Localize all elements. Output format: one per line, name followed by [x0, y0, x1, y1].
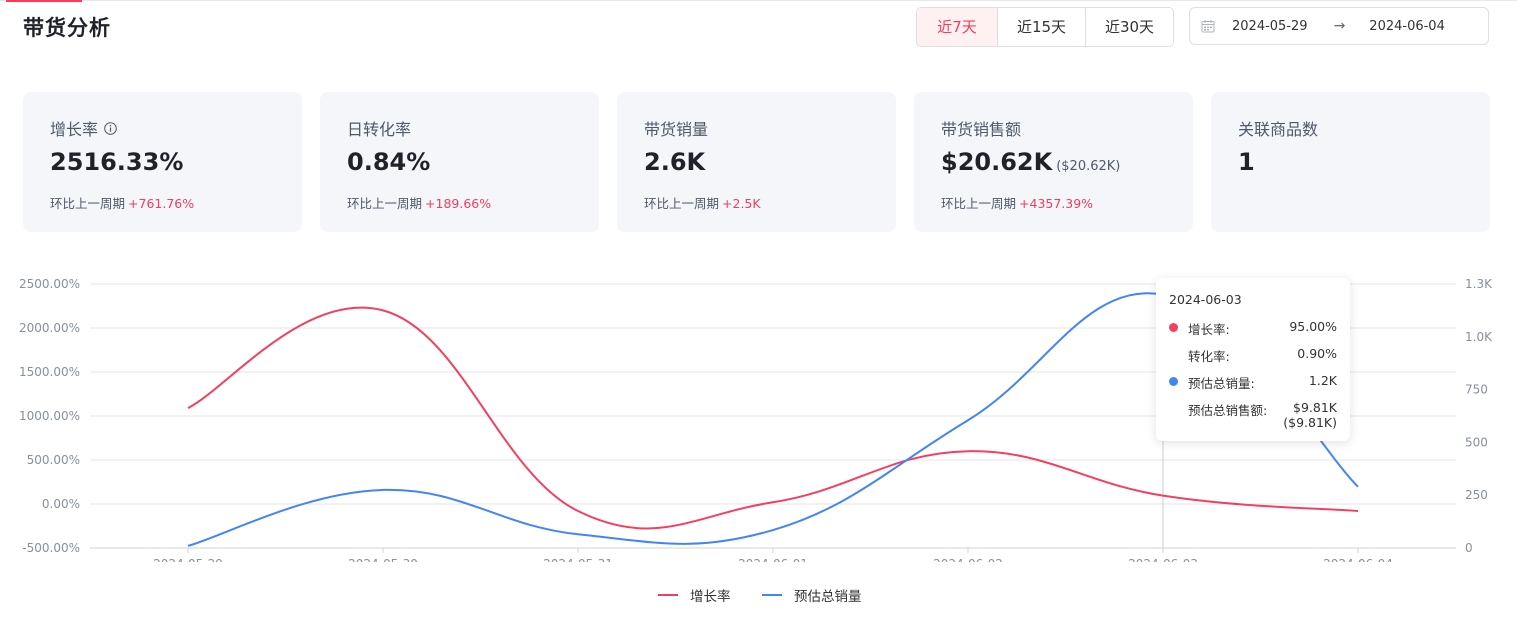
top-divider: [0, 0, 1517, 1]
compare-value: +2.5K: [722, 196, 761, 211]
y-right-tick-label: 1.3K: [1465, 277, 1493, 291]
x-tick-label: 2024-06-02: [933, 557, 1003, 562]
card-compare: 环比上一周期 +2.5K: [644, 193, 761, 212]
card-value: $20.62K ($20.62K): [941, 148, 1120, 176]
compare-value: +761.76%: [128, 196, 195, 211]
end-date[interactable]: 2024-06-04: [1369, 18, 1445, 34]
y-left-tick-label: 500.00%: [27, 453, 80, 467]
y-right-tick-label: 500: [1465, 435, 1488, 449]
page-title: 带货分析: [23, 16, 111, 40]
compare-value: +189.66%: [425, 196, 492, 211]
info-icon[interactable]: [104, 121, 117, 135]
growth-rate-card: 增长率 2516.33% 环比上一周期 +761.76%: [23, 92, 302, 232]
tooltip-label: 预估总销售额:: [1188, 403, 1268, 418]
card-label: 日转化率: [347, 120, 412, 139]
card-label: 带货销售额: [941, 120, 1022, 139]
compare-label: 环比上一周期: [50, 196, 126, 211]
card-label: 带货销量: [644, 120, 709, 139]
range-30-days-button[interactable]: 近30天: [1085, 8, 1173, 46]
compare-label: 环比上一周期: [644, 196, 720, 211]
card-value: 1: [1238, 148, 1255, 176]
growth-line-icon: [658, 594, 678, 596]
compare-label: 环比上一周期: [347, 196, 423, 211]
x-tick-label: 2024-06-03: [1128, 557, 1198, 562]
y-right-tick-label: 750: [1465, 383, 1488, 397]
legend-label: 增长率: [690, 589, 731, 605]
tooltip-label: 转化率:: [1188, 349, 1230, 364]
conversion-rate-card: 日转化率 0.84% 环比上一周期 +189.66%: [320, 92, 599, 232]
tooltip-value: $9.81K: [1293, 400, 1337, 415]
sales-dot-icon: [1169, 377, 1178, 386]
active-tab-indicator: [6, 0, 82, 2]
x-tick-label: 2024-05-31: [543, 557, 613, 562]
card-compare: 环比上一周期 +4357.39%: [941, 193, 1093, 212]
compare-value: +4357.39%: [1019, 196, 1094, 211]
tooltip-value: 0.90%: [1297, 346, 1337, 361]
compare-label: 环比上一周期: [941, 196, 1017, 211]
tooltip-value: 1.2K: [1308, 373, 1337, 388]
y-left-tick-label: 0.00%: [42, 497, 80, 511]
tooltip-value-sub: ($9.81K): [1283, 415, 1337, 430]
card-value: 2.6K: [644, 148, 706, 176]
legend-item-sales[interactable]: 预估总销量: [762, 585, 862, 605]
tooltip-date: 2024-06-03: [1169, 292, 1242, 307]
x-tick-label: 2024-06-04: [1323, 557, 1393, 562]
y-left-tick-label: 1500.00%: [19, 365, 80, 379]
tooltip-value: 95.00%: [1289, 319, 1337, 334]
y-left-tick-label: 1000.00%: [19, 409, 80, 423]
calendar-icon: [1201, 20, 1215, 33]
y-left-tick-label: 2000.00%: [19, 321, 80, 335]
x-tick-label: 2024-06-01: [738, 557, 808, 562]
legend-label: 预估总销量: [794, 589, 862, 605]
card-label: 增长率: [50, 116, 117, 140]
y-left-tick-label: 2500.00%: [19, 277, 80, 291]
sales-amount-card: 带货销售额 $20.62K ($20.62K) 环比上一周期 +4357.39%: [914, 92, 1193, 232]
card-value: 0.84%: [347, 148, 431, 176]
tooltip-label: 预估总销量:: [1188, 376, 1255, 391]
y-right-tick-label: 1.0K: [1465, 330, 1493, 344]
start-date[interactable]: 2024-05-29: [1232, 18, 1308, 34]
tooltip-label: 增长率:: [1188, 322, 1230, 337]
chart-tooltip: 2024-06-03 增长率: 95.00% 转化率: 0.90% 预估总销量:…: [1156, 278, 1350, 441]
growth-rate-line: [187, 306, 1359, 530]
card-label-text: 增长率: [50, 120, 99, 139]
card-value-sub: ($20.62K): [1056, 159, 1121, 174]
legend-item-growth[interactable]: 增长率: [658, 585, 731, 605]
card-value-main: $20.62K: [941, 148, 1053, 176]
range-15-days-button[interactable]: 近15天: [997, 8, 1085, 46]
card-compare: 环比上一周期 +189.66%: [347, 193, 491, 212]
y-right-tick-label: 0: [1465, 541, 1473, 555]
card-label: 关联商品数: [1238, 120, 1319, 139]
x-tick-label: 2024-05-29: [153, 557, 223, 562]
date-range-arrow: →: [1333, 18, 1346, 34]
y-right-tick-label: 250: [1465, 488, 1488, 502]
card-compare: 环比上一周期 +761.76%: [50, 193, 194, 212]
date-range-picker[interactable]: 2024-05-29 → 2024-06-04: [1189, 7, 1489, 45]
range-selector: 近7天 近15天 近30天: [916, 7, 1174, 47]
sales-line-icon: [762, 594, 782, 596]
y-left-tick-label: -500.00%: [22, 541, 80, 555]
x-tick-label: 2024-05-30: [348, 557, 418, 562]
related-products-card: 关联商品数 1: [1211, 92, 1490, 232]
growth-dot-icon: [1169, 323, 1178, 332]
range-7-days-button[interactable]: 近7天: [917, 8, 997, 46]
sales-volume-card: 带货销量 2.6K 环比上一周期 +2.5K: [617, 92, 896, 232]
card-value: 2516.33%: [50, 148, 184, 176]
